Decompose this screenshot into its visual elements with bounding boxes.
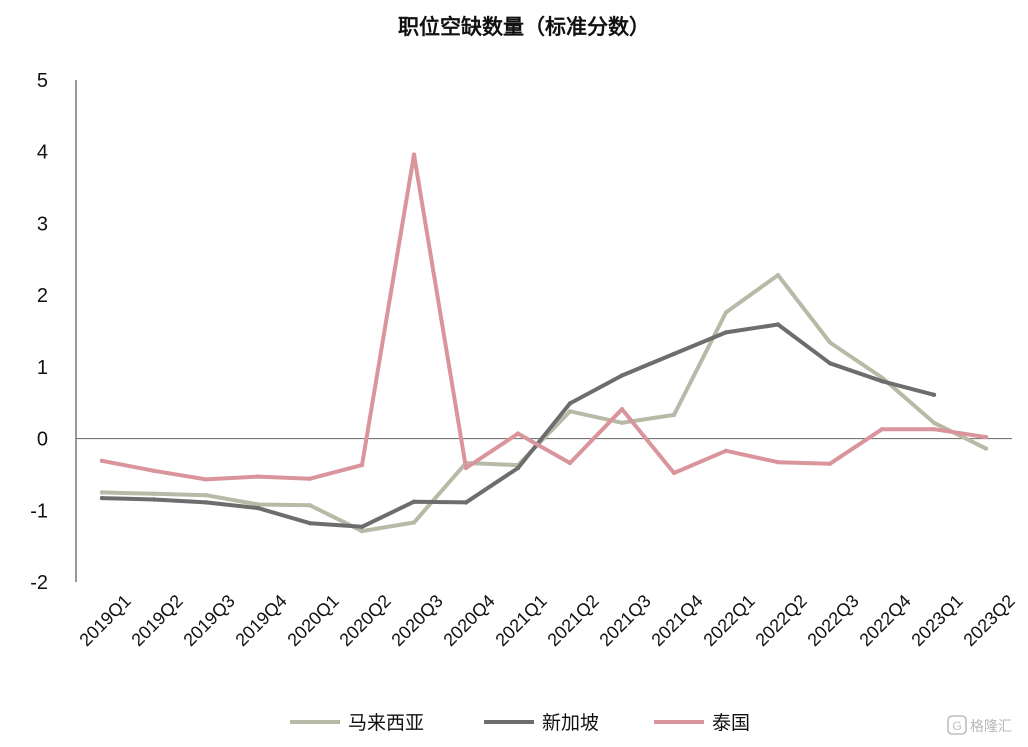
- y-axis-ticks: 5 4 3 2 1 0 -1 -2: [30, 70, 48, 594]
- data-point: [151, 468, 157, 473]
- data-point: [983, 434, 989, 440]
- x-tick-label: 2023Q1: [907, 591, 966, 650]
- y-tick-label: -1: [30, 500, 48, 522]
- y-tick-label: 5: [37, 70, 48, 92]
- watermark: G 格隆汇: [947, 715, 1012, 735]
- data-point: [307, 476, 313, 481]
- x-tick-label: 2020Q4: [439, 591, 498, 650]
- x-tick-label: 2022Q2: [751, 591, 810, 650]
- data-point: [931, 420, 937, 425]
- x-tick-label: 2019Q4: [231, 591, 290, 650]
- data-point: [515, 465, 521, 471]
- data-point: [307, 503, 313, 508]
- legend-item-1: 新加坡: [484, 712, 599, 734]
- data-point: [879, 427, 885, 432]
- series-line-1: [100, 322, 936, 529]
- data-point: [411, 520, 417, 525]
- y-tick-label: 4: [37, 142, 48, 164]
- data-point: [879, 375, 885, 380]
- legend-label: 新加坡: [542, 712, 599, 734]
- series-line-2: [100, 152, 988, 482]
- axes: [75, 80, 1012, 582]
- x-tick-label: 2019Q1: [75, 591, 134, 650]
- data-point: [203, 500, 209, 505]
- data-point: [671, 412, 677, 418]
- x-tick-label: 2020Q3: [387, 591, 446, 650]
- data-point: [151, 491, 157, 496]
- x-tick-label: 2021Q1: [491, 591, 550, 650]
- data-point: [775, 460, 781, 465]
- data-point: [567, 460, 573, 466]
- data-point: [931, 392, 937, 397]
- data-point: [99, 495, 105, 501]
- data-point: [723, 448, 729, 453]
- data-point: [567, 409, 573, 414]
- series-lines: [99, 152, 989, 534]
- x-tick-label: 2023Q2: [959, 591, 1018, 650]
- data-point: [983, 446, 989, 451]
- data-point: [619, 373, 625, 378]
- x-tick-label: 2021Q3: [595, 591, 654, 650]
- data-point: [203, 477, 209, 482]
- data-point: [775, 272, 781, 278]
- x-tick-label: 2022Q4: [855, 591, 914, 650]
- data-point: [255, 505, 261, 511]
- y-tick-label: 2: [37, 285, 48, 307]
- data-point: [203, 493, 209, 498]
- data-point: [827, 461, 833, 466]
- glh-logo-glyph: G: [952, 719, 961, 733]
- data-point: [775, 322, 781, 327]
- data-point: [255, 502, 261, 507]
- data-point: [411, 499, 417, 504]
- x-tick-label: 2021Q2: [543, 591, 602, 650]
- chart-title: 职位空缺数量（标准分数）: [398, 15, 650, 39]
- data-point: [619, 420, 625, 425]
- glh-logo-icon: [947, 715, 967, 735]
- data-point: [255, 474, 261, 479]
- x-tick-label: 2022Q3: [803, 591, 862, 650]
- y-tick-label: 3: [37, 213, 48, 235]
- legend: 马来西亚 新加坡 泰国: [290, 712, 750, 734]
- data-point: [879, 379, 885, 384]
- data-point: [359, 462, 365, 468]
- x-tick-label: 2021Q4: [647, 591, 706, 650]
- legend-label: 泰国: [712, 712, 750, 734]
- legend-item-0: 马来西亚: [290, 712, 424, 734]
- y-tick-label: 0: [37, 429, 48, 451]
- data-point: [515, 431, 521, 436]
- data-point: [411, 152, 417, 157]
- data-point: [99, 490, 105, 495]
- data-point: [827, 361, 833, 366]
- data-point: [359, 524, 365, 529]
- data-point: [931, 427, 937, 432]
- x-tick-label: 2019Q3: [179, 591, 238, 650]
- legend-item-2: 泰国: [654, 712, 750, 734]
- data-point: [827, 340, 833, 345]
- data-point: [619, 407, 625, 412]
- data-point: [307, 521, 313, 526]
- data-point: [151, 497, 157, 502]
- x-tick-label: 2020Q2: [335, 591, 394, 650]
- data-point: [723, 330, 729, 335]
- data-point: [567, 401, 573, 406]
- x-tick-label: 2022Q1: [699, 591, 758, 650]
- data-point: [671, 351, 677, 357]
- data-point: [463, 500, 469, 505]
- data-point: [723, 310, 729, 315]
- watermark-text: 格隆汇: [970, 719, 1012, 735]
- data-point: [463, 465, 469, 471]
- y-tick-label: 1: [37, 357, 48, 379]
- y-tick-label: -2: [30, 572, 48, 594]
- x-axis-ticks: 2019Q12019Q22019Q32019Q42020Q12020Q22020…: [75, 591, 1018, 650]
- data-point: [359, 528, 365, 534]
- legend-label: 马来西亚: [348, 712, 424, 734]
- x-tick-label: 2020Q1: [283, 591, 342, 650]
- data-point: [99, 458, 105, 463]
- series-line-0: [100, 273, 988, 534]
- x-tick-label: 2019Q2: [127, 591, 186, 650]
- data-point: [671, 470, 677, 476]
